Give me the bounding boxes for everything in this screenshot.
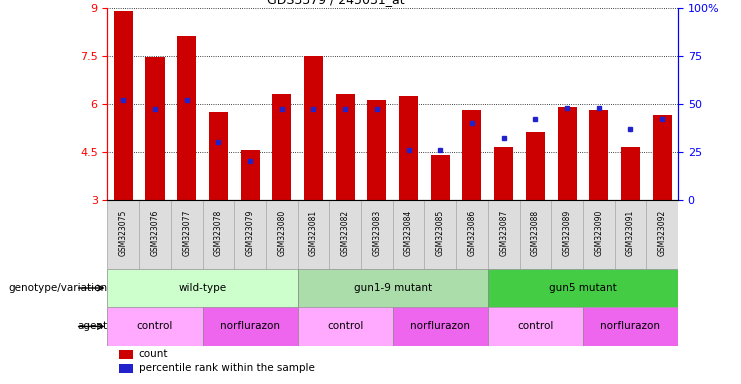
Bar: [494, 147, 514, 200]
Text: control: control: [517, 321, 554, 331]
Text: GSM323086: GSM323086: [468, 210, 476, 256]
Bar: [107, 200, 139, 269]
Title: GDS3379 / 245031_at: GDS3379 / 245031_at: [267, 0, 405, 7]
Bar: [646, 200, 678, 269]
Text: GSM323082: GSM323082: [341, 210, 350, 256]
Text: GSM323085: GSM323085: [436, 210, 445, 256]
Bar: [557, 107, 576, 200]
Text: norflurazon: norflurazon: [411, 321, 471, 331]
Bar: [241, 150, 259, 200]
Text: control: control: [327, 321, 363, 331]
Bar: [107, 307, 202, 346]
Text: GSM323091: GSM323091: [626, 210, 635, 256]
Text: norflurazon: norflurazon: [600, 321, 660, 331]
Text: count: count: [139, 349, 168, 359]
Bar: [583, 307, 678, 346]
Text: GSM323075: GSM323075: [119, 210, 127, 257]
Bar: [488, 307, 583, 346]
Text: GSM323090: GSM323090: [594, 210, 603, 257]
Bar: [171, 200, 202, 269]
Bar: [425, 200, 456, 269]
Bar: [107, 269, 298, 307]
Bar: [488, 269, 678, 307]
Bar: [393, 307, 488, 346]
Bar: [336, 94, 355, 200]
Bar: [202, 200, 234, 269]
Text: norflurazon: norflurazon: [220, 321, 280, 331]
Bar: [329, 200, 361, 269]
Bar: [266, 200, 298, 269]
Bar: [614, 200, 646, 269]
Text: GSM323078: GSM323078: [214, 210, 223, 256]
Text: GSM323088: GSM323088: [531, 210, 540, 256]
Text: control: control: [137, 321, 173, 331]
Bar: [368, 101, 386, 200]
Bar: [526, 132, 545, 200]
Bar: [621, 147, 640, 200]
Text: GSM323076: GSM323076: [150, 210, 159, 257]
Bar: [551, 200, 583, 269]
Bar: [234, 200, 266, 269]
Bar: [139, 200, 171, 269]
Bar: [298, 307, 393, 346]
Bar: [272, 94, 291, 200]
Bar: [298, 200, 329, 269]
Bar: [589, 110, 608, 200]
Bar: [177, 36, 196, 200]
Text: GSM323077: GSM323077: [182, 210, 191, 257]
Bar: [209, 112, 228, 200]
Text: agent: agent: [77, 321, 107, 331]
Text: gun5 mutant: gun5 mutant: [549, 283, 617, 293]
Bar: [583, 200, 614, 269]
Text: GSM323081: GSM323081: [309, 210, 318, 256]
Bar: [361, 200, 393, 269]
Text: GSM323092: GSM323092: [658, 210, 667, 256]
Bar: [456, 200, 488, 269]
Bar: [488, 200, 519, 269]
Bar: [431, 155, 450, 200]
Text: GSM323079: GSM323079: [245, 210, 255, 257]
Bar: [114, 11, 133, 200]
Text: GSM323087: GSM323087: [499, 210, 508, 256]
Bar: [393, 200, 425, 269]
Text: genotype/variation: genotype/variation: [8, 283, 107, 293]
Text: GSM323080: GSM323080: [277, 210, 286, 256]
Bar: [462, 110, 482, 200]
Bar: [202, 307, 298, 346]
Bar: [145, 57, 165, 200]
Bar: [119, 350, 133, 359]
Text: percentile rank within the sample: percentile rank within the sample: [139, 363, 315, 373]
Bar: [119, 364, 133, 373]
Bar: [298, 269, 488, 307]
Bar: [653, 115, 671, 200]
Bar: [519, 200, 551, 269]
Text: GSM323083: GSM323083: [373, 210, 382, 256]
Bar: [304, 56, 323, 200]
Text: GSM323089: GSM323089: [562, 210, 571, 256]
Text: wild-type: wild-type: [179, 283, 227, 293]
Text: gun1-9 mutant: gun1-9 mutant: [353, 283, 432, 293]
Text: GSM323084: GSM323084: [404, 210, 413, 256]
Bar: [399, 96, 418, 200]
